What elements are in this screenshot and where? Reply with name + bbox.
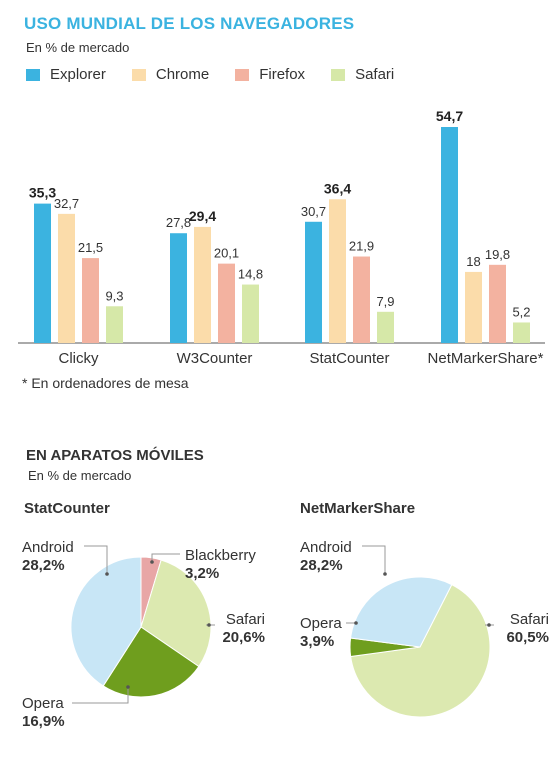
legend-item-chrome: Chrome bbox=[131, 66, 210, 83]
leader-dot-opera bbox=[126, 685, 130, 689]
slice-name-opera: Opera bbox=[300, 615, 342, 632]
data-label-firefox-statcounter: 21,9 bbox=[349, 239, 374, 254]
data-label-firefox-netmarkershare: 19,8 bbox=[485, 247, 510, 262]
leader-line-blackberry bbox=[151, 553, 180, 562]
bar-safari-statcounter bbox=[377, 311, 394, 343]
data-label-explorer-w3counter: 27,8 bbox=[166, 215, 191, 230]
data-label-explorer-statcounter: 30,7 bbox=[301, 204, 326, 219]
slice-value-safari: 60,5% bbox=[506, 629, 549, 646]
category-label-statcounter: StatCounter bbox=[309, 350, 389, 367]
slice-value-safari: 20,6% bbox=[222, 629, 265, 646]
slice-name-android: Android bbox=[300, 539, 352, 556]
bar-firefox-netmarkershare bbox=[489, 264, 506, 343]
legend-item-firefox: Firefox bbox=[235, 66, 305, 83]
leader-line-android bbox=[84, 545, 108, 574]
bar-firefox-statcounter bbox=[353, 256, 370, 343]
data-label-safari-statcounter: 7,9 bbox=[376, 294, 394, 309]
bar-safari-w3counter bbox=[242, 284, 259, 343]
slice-value-blackberry: 3,2% bbox=[185, 565, 219, 582]
legend-item-safari: Safari bbox=[331, 66, 394, 83]
bar-chrome-clicky bbox=[58, 213, 75, 343]
legend-swatch-chrome bbox=[131, 68, 146, 81]
leader-line-android bbox=[362, 545, 386, 574]
data-label-firefox-clicky: 21,5 bbox=[78, 240, 103, 255]
data-label-chrome-clicky: 32,7 bbox=[54, 196, 79, 211]
bar-explorer-netmarkershare bbox=[441, 127, 458, 343]
leader-dot-safari bbox=[487, 623, 491, 627]
footnote: * En ordenadores de mesa bbox=[22, 375, 189, 391]
legend: Explorer Chrome Firefox Safari bbox=[26, 66, 420, 83]
slice-name-safari: Safari bbox=[226, 611, 265, 628]
pie-slice-opera bbox=[102, 626, 200, 698]
legend-label-firefox: Firefox bbox=[259, 66, 306, 83]
leader-dot-android bbox=[105, 572, 109, 576]
legend-label-safari: Safari bbox=[355, 66, 395, 83]
bar-chrome-netmarkershare bbox=[465, 271, 482, 343]
pie-slice-android bbox=[350, 576, 453, 648]
legend-swatch-safari bbox=[331, 68, 346, 81]
slice-value-opera: 16,9% bbox=[22, 713, 65, 730]
data-label-chrome-statcounter: 36,4 bbox=[324, 180, 351, 196]
leader-dot-android bbox=[383, 572, 387, 576]
bar-safari-clicky bbox=[106, 306, 123, 343]
chart-title: USO MUNDIAL DE LOS NAVEGADORES bbox=[24, 14, 355, 33]
data-label-safari-netmarkershare: 5,2 bbox=[512, 304, 530, 319]
pie-slice-safari bbox=[350, 583, 491, 718]
slice-value-opera: 3,9% bbox=[300, 633, 334, 650]
leader-line-opera bbox=[72, 687, 129, 704]
data-label-explorer-netmarkershare: 54,7 bbox=[436, 108, 463, 124]
bar-safari-netmarkershare bbox=[513, 322, 530, 343]
bar-explorer-w3counter bbox=[170, 233, 187, 343]
pie-title-netmarkershare: NetMarkerShare bbox=[300, 500, 416, 517]
pie-title-statcounter: StatCounter bbox=[24, 500, 110, 517]
category-label-w3counter: W3Counter bbox=[177, 350, 253, 367]
bar-explorer-statcounter bbox=[305, 221, 322, 343]
pie-slice-safari bbox=[140, 559, 212, 668]
bar-chrome-w3counter bbox=[194, 226, 211, 343]
leader-dot-opera bbox=[354, 621, 358, 625]
bar-firefox-clicky bbox=[82, 258, 99, 343]
bar-chrome-statcounter bbox=[329, 199, 346, 343]
bar-chart: 35,332,7 21,5 9,3 Clicky 27,829,4 20,1 14,8 W3C… bbox=[18, 108, 545, 367]
category-label-clicky: Clicky bbox=[59, 350, 99, 367]
data-label-explorer-clicky: 35,3 bbox=[29, 185, 56, 201]
slice-name-blackberry: Blackberry bbox=[185, 547, 256, 564]
data-label-safari-w3counter: 14,8 bbox=[238, 267, 263, 282]
slice-value-android: 28,2% bbox=[300, 557, 343, 574]
data-label-safari-clicky: 9,3 bbox=[105, 288, 123, 303]
leader-dot-blackberry bbox=[150, 560, 154, 564]
slice-name-opera: Opera bbox=[22, 695, 64, 712]
slice-value-android: 28,2% bbox=[22, 557, 65, 574]
data-label-chrome-w3counter: 29,4 bbox=[189, 208, 216, 224]
legend-label-chrome: Chrome bbox=[155, 66, 210, 83]
mobile-section-subtitle: En % de mercado bbox=[28, 468, 132, 483]
slice-name-android: Android bbox=[22, 539, 74, 556]
legend-swatch-firefox bbox=[235, 68, 250, 81]
slice-name-safari: Safari bbox=[510, 611, 549, 628]
legend-item-explorer: Explorer bbox=[26, 66, 106, 83]
legend-label-explorer: Explorer bbox=[50, 66, 106, 83]
bar-explorer-clicky bbox=[34, 203, 51, 343]
data-label-chrome-netmarkershare: 18 bbox=[466, 254, 480, 269]
legend-swatch-explorer bbox=[26, 68, 40, 81]
data-label-firefox-w3counter: 20,1 bbox=[214, 246, 239, 261]
bar-firefox-w3counter bbox=[218, 263, 235, 343]
mobile-section-title: EN APARATOS MÓVILES bbox=[26, 447, 204, 464]
chart-subtitle: En % de mercado bbox=[26, 40, 130, 55]
leader-dot-safari bbox=[207, 623, 211, 627]
pie-slice-android bbox=[70, 556, 142, 687]
category-label-netmarkershare: NetMarkerShare* bbox=[428, 350, 544, 367]
